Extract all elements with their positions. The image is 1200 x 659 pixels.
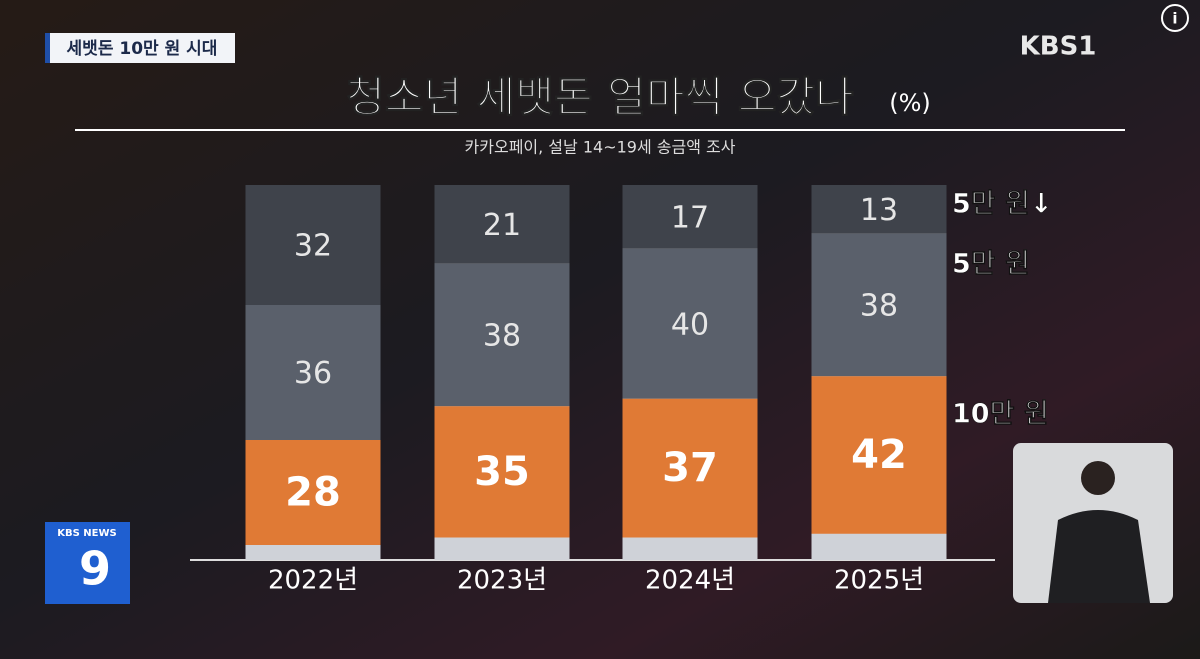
chart-unit: (%) <box>889 89 931 117</box>
tag-text: 세뱃돈 10만 원 시대 <box>67 39 218 59</box>
value-label: 38 <box>483 319 521 354</box>
interpreter-head <box>1081 461 1115 495</box>
bar-segment <box>622 185 758 249</box>
bar-segment <box>811 376 947 534</box>
value-label: 38 <box>860 289 898 324</box>
bar-segment <box>434 185 570 264</box>
info-button[interactable] <box>1161 4 1189 32</box>
x-tick-label: 2023년 <box>457 566 547 596</box>
value-label: 37 <box>662 445 718 491</box>
x-tick-label: 2025년 <box>834 566 924 596</box>
news-logo-text: KBS NEWS <box>57 528 117 539</box>
x-tick-label: 2022년 <box>268 566 358 596</box>
tag-box <box>45 33 235 63</box>
bar-segment <box>434 406 570 538</box>
value-label: 17 <box>671 200 709 235</box>
bar-segment <box>245 305 381 440</box>
value-label: 35 <box>474 449 530 495</box>
x-tick-label: 2024년 <box>645 566 735 596</box>
bar-segment <box>622 398 758 538</box>
bar-segment <box>434 263 570 407</box>
value-label: 40 <box>671 307 709 342</box>
bar-segment <box>245 440 381 545</box>
value-label: 42 <box>851 432 907 478</box>
bar-segment <box>245 185 381 305</box>
chart-subtitle: 카카오페이, 설날 14~19세 송금액 조사 <box>465 138 736 157</box>
interpreter-body <box>1048 510 1150 603</box>
channel-logo: KBS1 <box>1020 32 1097 62</box>
bar-segment <box>811 185 947 234</box>
tag-accent <box>45 33 50 63</box>
value-label: 36 <box>294 356 332 391</box>
value-label: 21 <box>483 208 521 243</box>
legend-label: 10만 원 <box>952 399 1049 430</box>
info-icon[interactable]: i <box>1172 10 1177 28</box>
bar-segment <box>622 248 758 399</box>
legend-label: 5만 원↓ <box>952 189 1053 220</box>
value-label: 13 <box>860 193 898 228</box>
bar-segment <box>811 233 947 377</box>
news-logo-number: 9 <box>79 542 111 596</box>
value-label: 32 <box>294 229 332 264</box>
chart-title: 청소년 세뱃돈 얼마씩 오갔나 <box>346 73 854 122</box>
value-label: 28 <box>285 470 341 516</box>
news-logo-box <box>45 522 130 604</box>
legend-label: 5만 원 <box>952 249 1030 280</box>
